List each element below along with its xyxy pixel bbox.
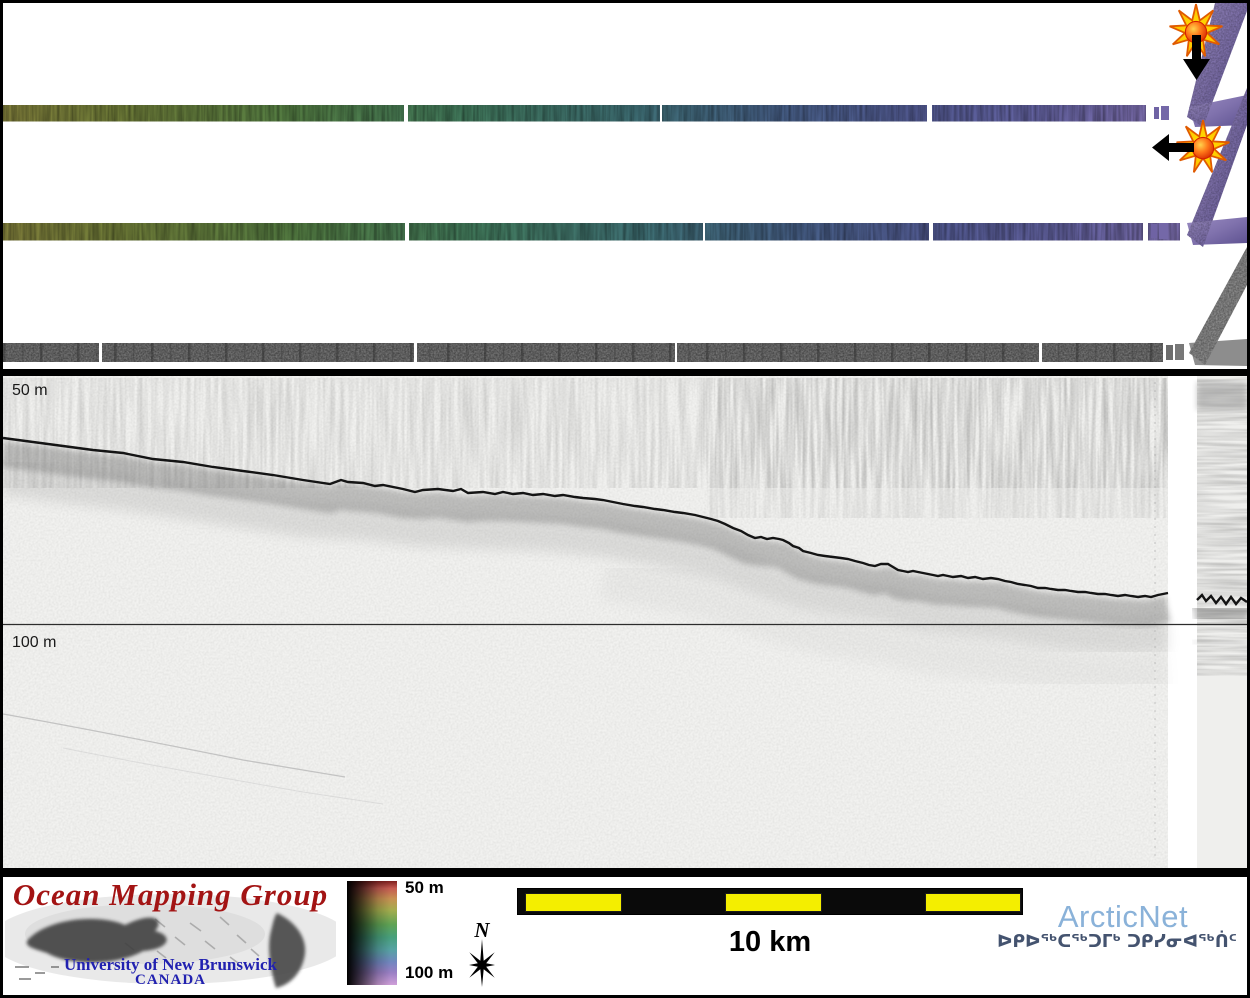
scale-bar-segment-2 [725,893,822,912]
backscatter-strip [3,341,1184,364]
omg-logo-right-shape [269,913,306,988]
swath-strip-1 [3,103,1169,123]
subbottom-scatter [0,441,1171,696]
compass-star-icon [469,939,495,987]
scale-bar-segment-3 [925,893,1021,912]
illumination-sun-down [1168,3,1224,80]
arcticnet-inuktitut-text: ᐅᑭᐅᖅᑕᖅᑐᒥᒃ ᑐᑭᓯᓂᐊᖅᑏᑦ [997,932,1237,952]
right-segment-seafloor [1189,591,1250,659]
arrow-down-icon [1183,35,1210,80]
colorbar-label-50m: 50 m [405,878,444,897]
depth-label-50m: 50 m [12,382,48,399]
omg-logo-title: Ocean Mapping Group [12,879,329,912]
depth-colorbar [347,881,397,985]
north-arrow: N [469,919,495,987]
north-label: N [473,919,490,942]
scale-bar [517,888,1023,915]
arrow-left-icon [1152,134,1194,161]
omg-logo-country: CANADA [135,972,206,988]
scale-bar-label: 10 km [728,926,812,958]
omg-logo-left-shape [26,917,167,963]
survey-turn-segments [1187,3,1247,366]
swath-panel [3,3,1247,369]
swath-strip-2 [3,221,1180,242]
arcticnet-wordmark: ArcticNet [1057,899,1189,934]
legend-bar: Ocean Mapping Group University of New Br… [3,868,1247,995]
depth-label-100m: 100 m [12,634,56,651]
scale-bar-segment-1 [525,893,622,912]
omg-logo-university: University of New Brunswick [64,955,277,974]
omg-logo: Ocean Mapping Group University of New Br… [5,879,336,991]
omg-logo-background [5,879,336,991]
illumination-sun-left [1152,119,1231,174]
colorbar-label-100m: 100 m [405,963,454,982]
seafloor-reflector [2,436,1169,599]
seafloor-multiple [2,713,346,778]
subbottom-section: 50 m 100 m [0,369,1250,875]
